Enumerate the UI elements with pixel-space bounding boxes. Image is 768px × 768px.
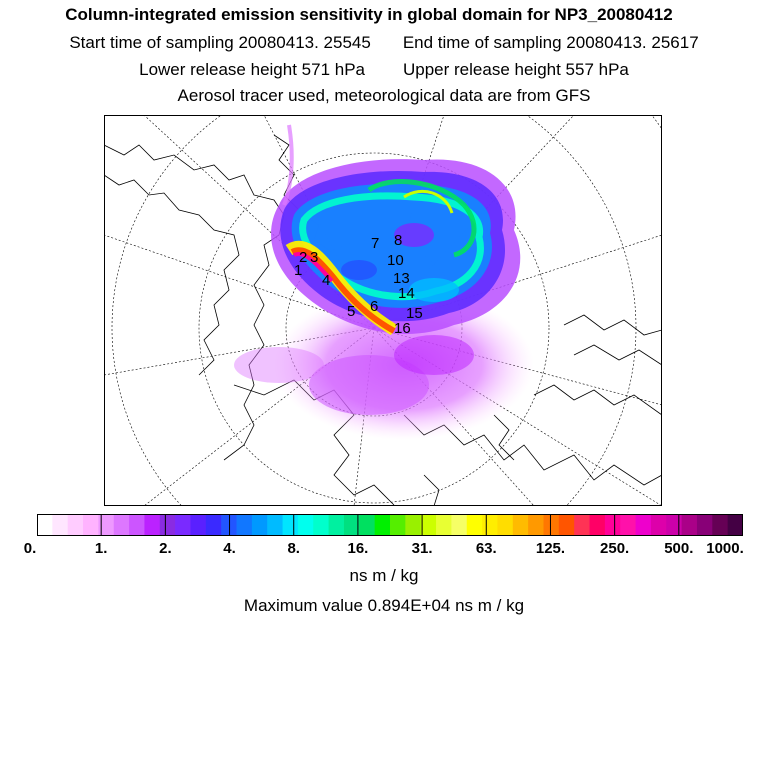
colorbar-swatch [696, 514, 713, 536]
colorbar-swatch [589, 514, 606, 536]
colorbar-swatch [159, 514, 176, 536]
colorbar-tick-label: 63. [475, 540, 497, 557]
tracer-note: Aerosol tracer used, meteorological data… [177, 86, 591, 105]
colorbar-swatch [482, 514, 498, 536]
track-markers: 2 3 1 4 5 6 7 8 10 13 14 15 16 [294, 232, 423, 337]
colorbar-tick-label: 31. [411, 540, 433, 557]
colorbar-swatch [359, 514, 376, 536]
colorbar-swatch [129, 514, 145, 536]
colorbar-tick-label: 1000. [706, 540, 744, 557]
colorbar-swatch [113, 514, 130, 536]
start-time-label: Start time of sampling 20080413. 25545 [69, 33, 371, 52]
colorbar-swatch [190, 514, 207, 536]
colorbar-swatch [635, 514, 652, 536]
colorbar-swatch [297, 514, 314, 536]
colorbar-swatch [497, 514, 514, 536]
colorbar-swatch [83, 514, 99, 536]
colorbar-swatch [558, 514, 575, 536]
marker-2: 2 [299, 249, 307, 266]
colorbar-tick-label: 8. [287, 540, 300, 557]
colorbar [37, 514, 743, 536]
colorbar-tick-label: 2. [159, 540, 172, 557]
colorbar-swatch [236, 514, 253, 536]
colorbar-swatch [175, 514, 191, 536]
colorbar-swatch [205, 514, 222, 536]
colorbar-swatch [666, 514, 683, 536]
colorbar-swatch [528, 514, 544, 536]
colorbar-swatch [37, 514, 53, 536]
colorbar-swatch [405, 514, 422, 536]
colorbar-swatch [436, 514, 452, 536]
plot-title: Column-integrated emission sensitivity i… [65, 5, 673, 24]
colorbar-tick-label: 1. [94, 540, 108, 557]
colorbar-swatch [650, 514, 667, 536]
colorbar-swatch [574, 514, 591, 536]
colorbar-swatch [451, 514, 468, 536]
colorbar-swatch [282, 514, 299, 536]
colorbar-swatch [604, 514, 621, 536]
colorbar-swatch [144, 514, 161, 536]
colorbar-units: ns m / kg [349, 566, 419, 585]
colorbar-swatch [543, 514, 560, 536]
colorbar-swatch [374, 514, 391, 536]
maximum-value: Maximum value 0.894E+04 ns m / kg [243, 596, 525, 615]
colorbar-swatch [313, 514, 330, 536]
colorbar-tick-label: 125. [535, 540, 566, 557]
colorbar-tick-label: 4. [223, 540, 236, 557]
lower-release-label: Lower release height 571 hPa [139, 60, 365, 79]
marker-16: 16 [394, 320, 411, 337]
colorbar-swatch [466, 514, 483, 536]
colorbar-border [37, 514, 743, 536]
colorbar-swatch [512, 514, 529, 536]
marker-15: 15 [406, 305, 423, 322]
marker-1: 1 [294, 262, 302, 279]
colorbar-swatch [98, 514, 115, 536]
marker-7: 7 [371, 235, 379, 252]
colorbar-swatch [390, 514, 406, 536]
upper-release-label: Upper release height 557 hPa [403, 60, 629, 79]
marker-14: 14 [398, 285, 415, 302]
colorbar-tick-label: 500. [664, 540, 694, 557]
colorbar-swatch [52, 514, 69, 536]
colorbar-swatch [727, 514, 743, 536]
marker-5: 5 [347, 303, 355, 320]
sensitivity-plume [234, 124, 534, 440]
marker-6: 6 [370, 298, 378, 315]
marker-13: 13 [393, 270, 410, 287]
end-time-label: End time of sampling 20080413. 25617 [402, 33, 699, 52]
colorbar-swatch [681, 514, 698, 536]
colorbar-swatch [267, 514, 284, 536]
colorbar-swatch [420, 514, 437, 536]
colorbar-swatch [328, 514, 345, 536]
sampling-time-line: Start time of sampling 20080413. 25545 En… [0, 33, 768, 53]
release-height-line: Lower release height 571 hPa Upper releas… [0, 60, 768, 80]
colorbar-swatch [251, 514, 268, 536]
sensitivity-map: 2 3 1 4 5 6 7 8 10 13 14 15 16 [104, 115, 662, 506]
marker-10: 10 [387, 252, 404, 269]
marker-4: 4 [322, 272, 330, 289]
colorbar-swatch [620, 514, 637, 536]
colorbar-tick-label: 16. [347, 540, 369, 557]
marker-8: 8 [394, 232, 402, 249]
colorbar-swatch [67, 514, 84, 536]
colorbar-swatch [343, 514, 360, 536]
colorbar-tick-label: 250. [600, 540, 630, 557]
colorbar-tick-label: 0. [23, 540, 37, 557]
colorbar-swatch [712, 514, 729, 536]
marker-3: 3 [310, 249, 318, 266]
